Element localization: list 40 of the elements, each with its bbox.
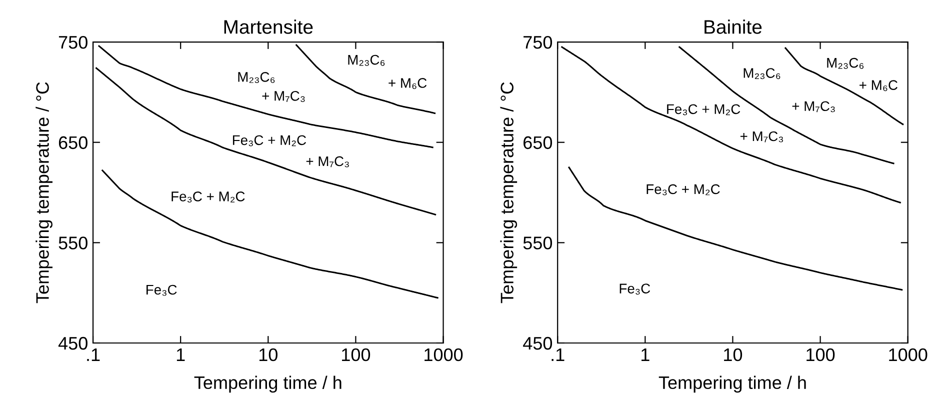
- x-tick-label: 100: [342, 348, 370, 362]
- chart-title: Martensite: [224, 20, 313, 34]
- annotation: M₂₃C₆: [348, 54, 385, 66]
- annotation: Fe₃C: [146, 284, 177, 296]
- y-tick-label: 450: [58, 336, 88, 350]
- x-axis-title: Tempering time / h: [658, 376, 806, 393]
- x-tick-label: 1: [176, 348, 185, 361]
- annotation: M₂₃C₆: [744, 68, 780, 80]
- y-axis-title: Tempering temperature / °C: [36, 82, 52, 304]
- y-tick-label: 550: [523, 236, 552, 250]
- y-tick-label: 450: [523, 336, 552, 350]
- annotation: Fe₃C + M₂C: [646, 184, 720, 196]
- annotation: + M₇C₃: [262, 90, 305, 102]
- x-axis-title: Tempering time / h: [194, 376, 342, 393]
- annotation: M₂₃C₆: [238, 72, 275, 83]
- annotation: Fe₃C + M₂C: [667, 104, 740, 116]
- annotation: + M₆C: [860, 80, 898, 92]
- x-tick-label: 10: [724, 348, 742, 362]
- y-axis-title: Tempering temperature / °C: [500, 82, 518, 304]
- annotation: Fe₃C + M₂C: [232, 135, 306, 146]
- y-tick-label: 750: [524, 36, 552, 49]
- x-tick-label: .1: [552, 348, 564, 361]
- annotation: + M₇C₃: [306, 156, 349, 168]
- y-tick-label: 550: [58, 236, 88, 250]
- x-tick-label: .1: [87, 348, 100, 361]
- annotation: Fe₃C + M₂C: [172, 192, 245, 202]
- chart-title: Bainite: [704, 20, 762, 34]
- annotation: Fe₃C: [620, 284, 650, 295]
- y-tick-label: 650: [58, 136, 88, 150]
- annotation: + M₇C₃: [792, 101, 835, 112]
- annotation: + M₇C₃: [740, 131, 783, 142]
- x-tick-label: 1000: [889, 348, 928, 362]
- y-tick-label: 650: [524, 136, 552, 150]
- x-tick-label: 1: [642, 348, 650, 361]
- x-tick-label: 100: [806, 348, 835, 362]
- x-tick-label: 1000: [424, 348, 463, 362]
- y-tick-label: 750: [58, 36, 88, 49]
- annotation: M₂₃C₆: [827, 58, 864, 69]
- x-tick-label: 10: [259, 348, 278, 362]
- annotation: + M₆C: [388, 78, 427, 90]
